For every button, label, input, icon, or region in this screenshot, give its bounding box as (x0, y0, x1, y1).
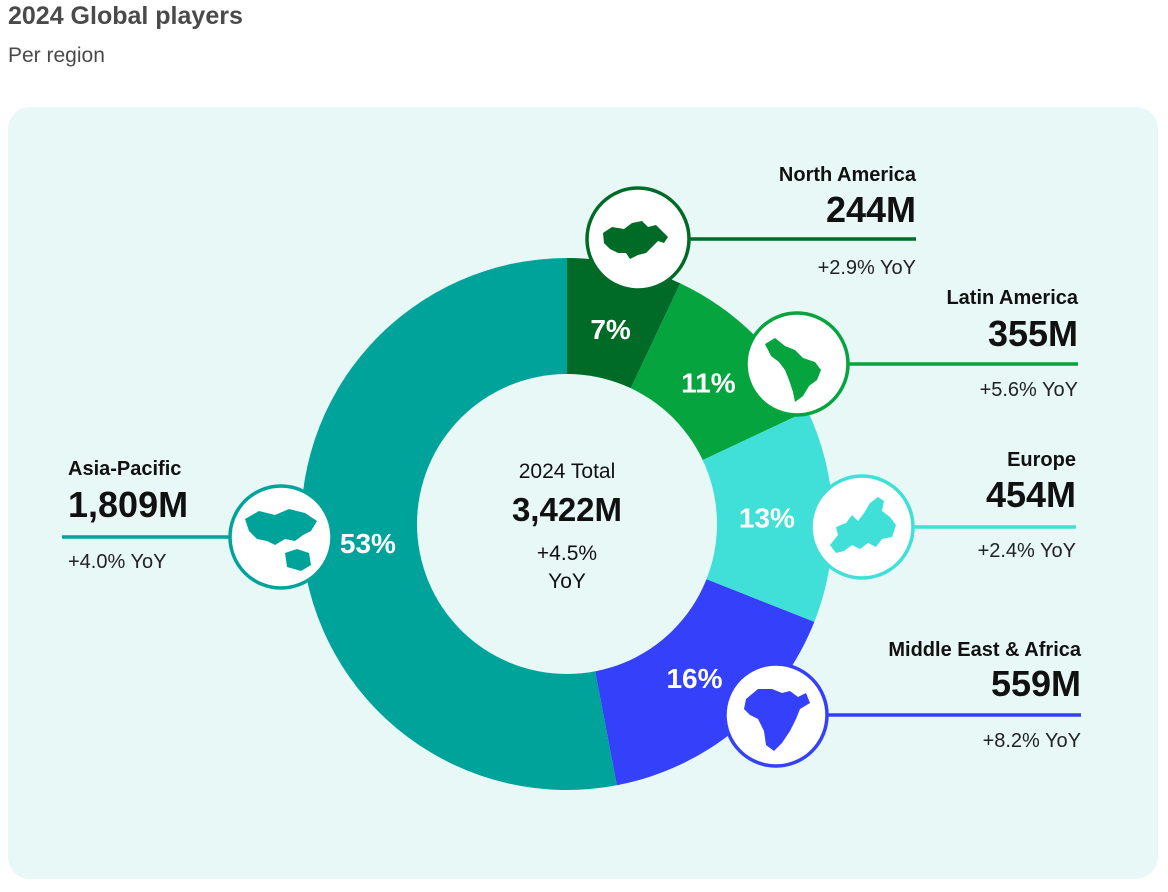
region-value-europe: 454M (986, 474, 1076, 515)
region-yoy-asia-pacific: +4.0% YoY (68, 551, 166, 573)
region-name-middle-east-and-africa: Middle East & Africa (888, 639, 1082, 661)
region-name-asia-pacific: Asia-Pacific (68, 458, 181, 480)
slice-percent-middle-east-and-africa: 16% (666, 663, 722, 694)
slice-percent-latin-america: 11% (681, 368, 736, 399)
region-callouts: North America 244M +2.9% YoY Latin America 3… (62, 164, 1082, 768)
slice-percent-europe: 13% (739, 503, 795, 534)
region-value-middle-east-and-africa: 559M (991, 663, 1081, 704)
center-total-value: 3,422M (512, 491, 622, 528)
center-summary: 2024 Total 3,422M +4.5% YoY (512, 460, 622, 593)
center-total-yoy-unit: YoY (548, 570, 586, 593)
asia-pacific-map-icon (245, 509, 317, 571)
callout-north-america: North America 244M +2.9% YoY (585, 164, 917, 292)
chart-title: 2024 Global players (8, 2, 243, 30)
region-name-latin-america: Latin America (946, 287, 1078, 309)
region-yoy-north-america: +2.9% YoY (818, 257, 916, 279)
donut-hole (417, 374, 717, 674)
chart-subtitle: Per region (8, 44, 105, 67)
slice-percent-north-america: 7% (590, 314, 631, 345)
north-america-map-icon (603, 221, 668, 259)
region-yoy-middle-east-and-africa: +8.2% YoY (983, 730, 1081, 752)
region-name-europe: Europe (1007, 449, 1076, 471)
slice-percent-asia-pacific: 53% (340, 528, 396, 559)
latin-america-map-icon (765, 338, 821, 402)
region-value-latin-america: 355M (988, 313, 1078, 354)
region-value-asia-pacific: 1,809M (68, 484, 188, 525)
europe-map-icon (830, 497, 896, 553)
center-total-yoy: +4.5% (537, 542, 597, 565)
callout-latin-america: Latin America 355M +5.6% YoY (744, 287, 1079, 417)
region-value-north-america: 244M (826, 189, 916, 230)
callout-europe: Europe 454M +2.4% YoY (809, 449, 1076, 580)
slice-percent-labels: 7% 11% 13% 16% 53% (340, 314, 795, 694)
region-yoy-latin-america: +5.6% YoY (980, 379, 1078, 401)
africa-map-icon (744, 689, 810, 751)
callout-asia-pacific: Asia-Pacific 1,809M +4.0% YoY (62, 458, 334, 590)
center-total-label: 2024 Total (519, 460, 616, 483)
region-yoy-europe: +2.4% YoY (978, 540, 1076, 562)
region-name-north-america: North America (779, 164, 917, 186)
